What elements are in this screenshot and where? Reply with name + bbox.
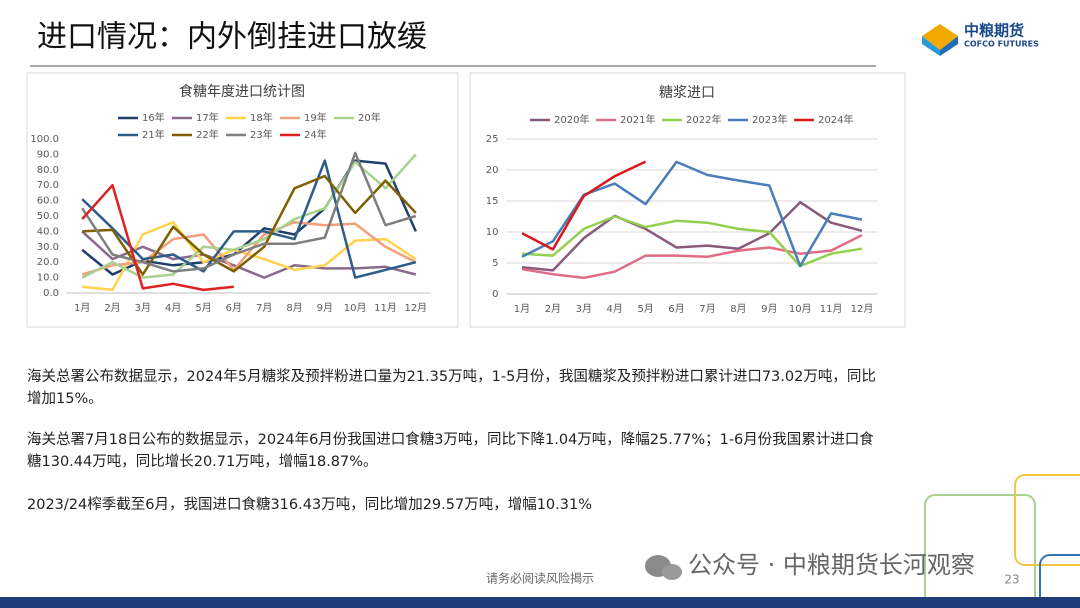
series-line [82,220,417,292]
x-tick-label: 9月 [761,303,777,315]
legend-label: 21年 [142,128,165,141]
page-number: 23 [1004,573,1019,587]
x-tick-label: 3月 [576,303,592,315]
paragraph: 2023/24榨季截至6月，我国进口食糖316.43万吨，同比增加29.57万吨… [27,497,592,513]
legend-label: 2023年 [752,113,787,126]
x-tick-label: 4月 [607,303,623,315]
x-tick-label: 3月 [135,302,151,314]
watermark-text: 公众号 · 中粮期货长河观察 [688,551,975,579]
x-tick-label: 6月 [226,302,242,314]
legend-label: 18年 [250,111,273,124]
slide-title: 进口情况：内外倒挂进口放缓 [37,20,427,55]
y-tick-label: 5 [492,258,498,269]
y-tick-label: 60.0 [37,196,59,207]
decoration [924,474,1080,608]
x-tick-label: 9月 [317,302,333,314]
legend-label: 20年 [358,111,381,124]
legend-label: 24年 [304,128,327,141]
paragraph: 海关总署7月18日公布的数据显示，2024年6月份我国进口食糖3万吨，同比下降1… [27,432,874,470]
x-tick-label: 11月 [374,302,397,314]
x-tick-label: 4月 [165,302,181,314]
logo-english: COFCO FUTURES [964,40,1039,49]
x-tick-label: 12月 [851,303,874,315]
footer: 请务必阅读风险揭示 [486,571,594,586]
series-line [521,215,863,268]
logo: 中粮期货 COFCO FUTURES [922,22,1039,56]
legend-label: 2022年 [686,113,721,126]
x-tick-label: 1月 [74,302,90,314]
series-line [81,183,234,292]
series-line [521,200,863,272]
y-tick-label: 10 [486,227,499,238]
series-line [521,233,863,280]
y-tick-label: 20.0 [37,257,59,268]
legend-label: 17年 [196,111,219,124]
x-tick-label: 7月 [699,303,715,315]
x-tick-label: 2月 [545,303,561,315]
y-tick-label: 90.0 [37,149,59,160]
series-line [81,151,417,273]
x-tick-label: 8月 [730,303,746,315]
x-tick-label: 6月 [668,303,684,315]
legend-label: 2024年 [818,113,853,126]
paragraph: 海关总署公布数据显示，2024年5月糖浆及预拌粉进口量为21.35万吨，1-5月… [27,369,876,407]
series-line [81,159,417,279]
y-tick-label: 10.0 [37,273,59,284]
legend-label: 2021年 [620,113,655,126]
y-tick-label: 0 [492,289,498,300]
legend-label: 2020年 [554,113,589,126]
x-tick-label: 5月 [195,302,211,314]
y-tick-label: 15 [486,196,499,207]
chart-title: 食糖年度进口统计图 [179,83,305,100]
x-tick-label: 2月 [104,302,120,314]
x-tick-label: 7月 [256,302,272,314]
y-tick-label: 30.0 [37,242,59,253]
watermark: 公众号 · 中粮期货长河观察 [645,551,975,580]
y-tick-label: 0.0 [43,288,59,299]
y-tick-label: 50.0 [37,211,59,222]
x-tick-label: 10月 [344,302,367,314]
y-tick-label: 70.0 [37,180,59,191]
series-line [81,230,417,279]
y-tick-label: 100.0 [30,134,59,145]
y-tick-label: 40.0 [37,226,59,237]
y-tick-label: 20 [486,165,499,176]
x-tick-label: 11月 [820,303,843,315]
x-tick-label: 8月 [286,302,302,314]
series-line [521,160,647,251]
legend-label: 16年 [142,111,165,124]
chart-frame [469,72,906,328]
x-tick-label: 5月 [637,303,653,315]
y-tick-label: 25 [486,134,499,145]
x-tick-label: 12月 [404,302,427,314]
chart-title: 糖浆进口 [659,85,715,101]
y-tick-label: 80.0 [37,165,59,176]
legend-label: 19年 [304,111,327,124]
series-line [81,220,417,276]
logo-name: 中粮期货 [964,22,1024,40]
x-tick-label: 10月 [789,303,812,315]
legend-label: 22年 [196,128,219,141]
x-tick-label: 1月 [514,303,530,315]
bottom-bar [0,597,1080,608]
legend-label: 23年 [250,128,273,141]
